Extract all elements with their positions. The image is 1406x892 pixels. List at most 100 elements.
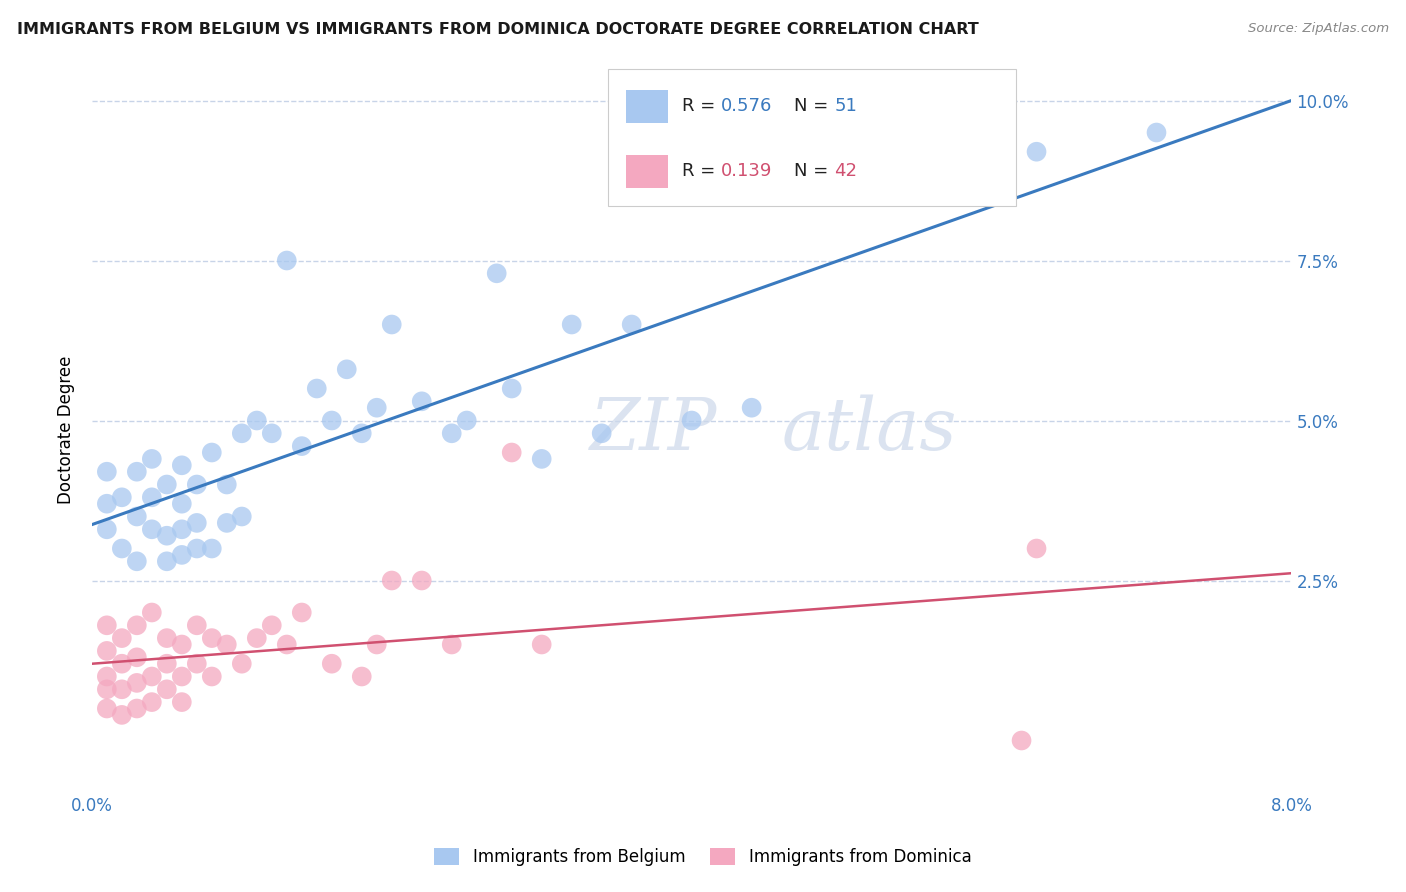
Point [201,445,224,459]
Text: N =: N = [793,162,834,180]
Point [170,522,193,536]
Point [170,497,193,511]
Point [530,451,553,466]
Point [156,631,179,645]
Point [186,541,208,556]
Text: Source: ZipAtlas.com: Source: ZipAtlas.com [1249,22,1389,36]
Point [201,541,224,556]
Point [186,657,208,671]
Point [620,318,643,332]
Point [366,638,388,652]
FancyBboxPatch shape [626,155,668,188]
Point [321,413,343,427]
Point [350,669,373,683]
Point [111,682,134,697]
Point [305,382,328,396]
Point [170,669,193,683]
Point [291,606,314,620]
Point [96,644,118,658]
Point [215,516,238,530]
Point [96,682,118,697]
Point [246,413,269,427]
Text: R =: R = [682,162,721,180]
Point [501,382,523,396]
Point [96,701,118,715]
Point [96,669,118,683]
Point [96,522,118,536]
Point [1025,541,1047,556]
Point [141,522,163,536]
Point [156,477,179,491]
Point [170,638,193,652]
Point [125,465,148,479]
Point [125,650,148,665]
Point [276,253,298,268]
Point [246,631,269,645]
Point [201,669,224,683]
Text: atlas: atlas [782,395,957,466]
Point [215,638,238,652]
Point [381,574,404,588]
Legend: Immigrants from Belgium, Immigrants from Dominica: Immigrants from Belgium, Immigrants from… [426,840,980,875]
Point [111,491,134,505]
Point [141,451,163,466]
Point [291,439,314,453]
Point [141,695,163,709]
Point [485,266,508,280]
Point [411,394,433,409]
Text: 0.139: 0.139 [720,162,772,180]
Point [260,618,283,632]
Point [111,707,134,722]
Point [350,426,373,441]
Text: N =: N = [793,97,834,115]
Text: R =: R = [682,97,721,115]
Point [156,554,179,568]
Point [156,682,179,697]
Point [170,458,193,473]
Point [336,362,359,376]
Point [125,676,148,690]
Point [741,401,763,415]
Point [111,631,134,645]
Point [125,509,148,524]
Point [96,497,118,511]
Point [186,618,208,632]
Point [231,509,253,524]
FancyBboxPatch shape [626,90,668,123]
Point [381,318,404,332]
Point [440,638,463,652]
Point [186,477,208,491]
FancyBboxPatch shape [607,69,1015,206]
Point [501,445,523,459]
Point [170,695,193,709]
Point [321,657,343,671]
Point [96,465,118,479]
Point [681,413,703,427]
Point [1146,126,1168,140]
Point [366,401,388,415]
Point [170,548,193,562]
Point [125,701,148,715]
Point [831,177,853,191]
Point [125,554,148,568]
Point [186,516,208,530]
Point [440,426,463,441]
Point [276,638,298,652]
Point [111,657,134,671]
Point [561,318,583,332]
Point [231,426,253,441]
Y-axis label: Doctorate Degree: Doctorate Degree [58,356,75,504]
Point [111,541,134,556]
Point [411,574,433,588]
Point [215,477,238,491]
Point [1011,733,1033,747]
Point [1025,145,1047,159]
Point [156,657,179,671]
Point [591,426,613,441]
Point [231,657,253,671]
Point [260,426,283,441]
Point [141,606,163,620]
Text: 0.576: 0.576 [720,97,772,115]
Text: IMMIGRANTS FROM BELGIUM VS IMMIGRANTS FROM DOMINICA DOCTORATE DEGREE CORRELATION: IMMIGRANTS FROM BELGIUM VS IMMIGRANTS FR… [17,22,979,37]
Text: ZIP: ZIP [589,395,717,466]
